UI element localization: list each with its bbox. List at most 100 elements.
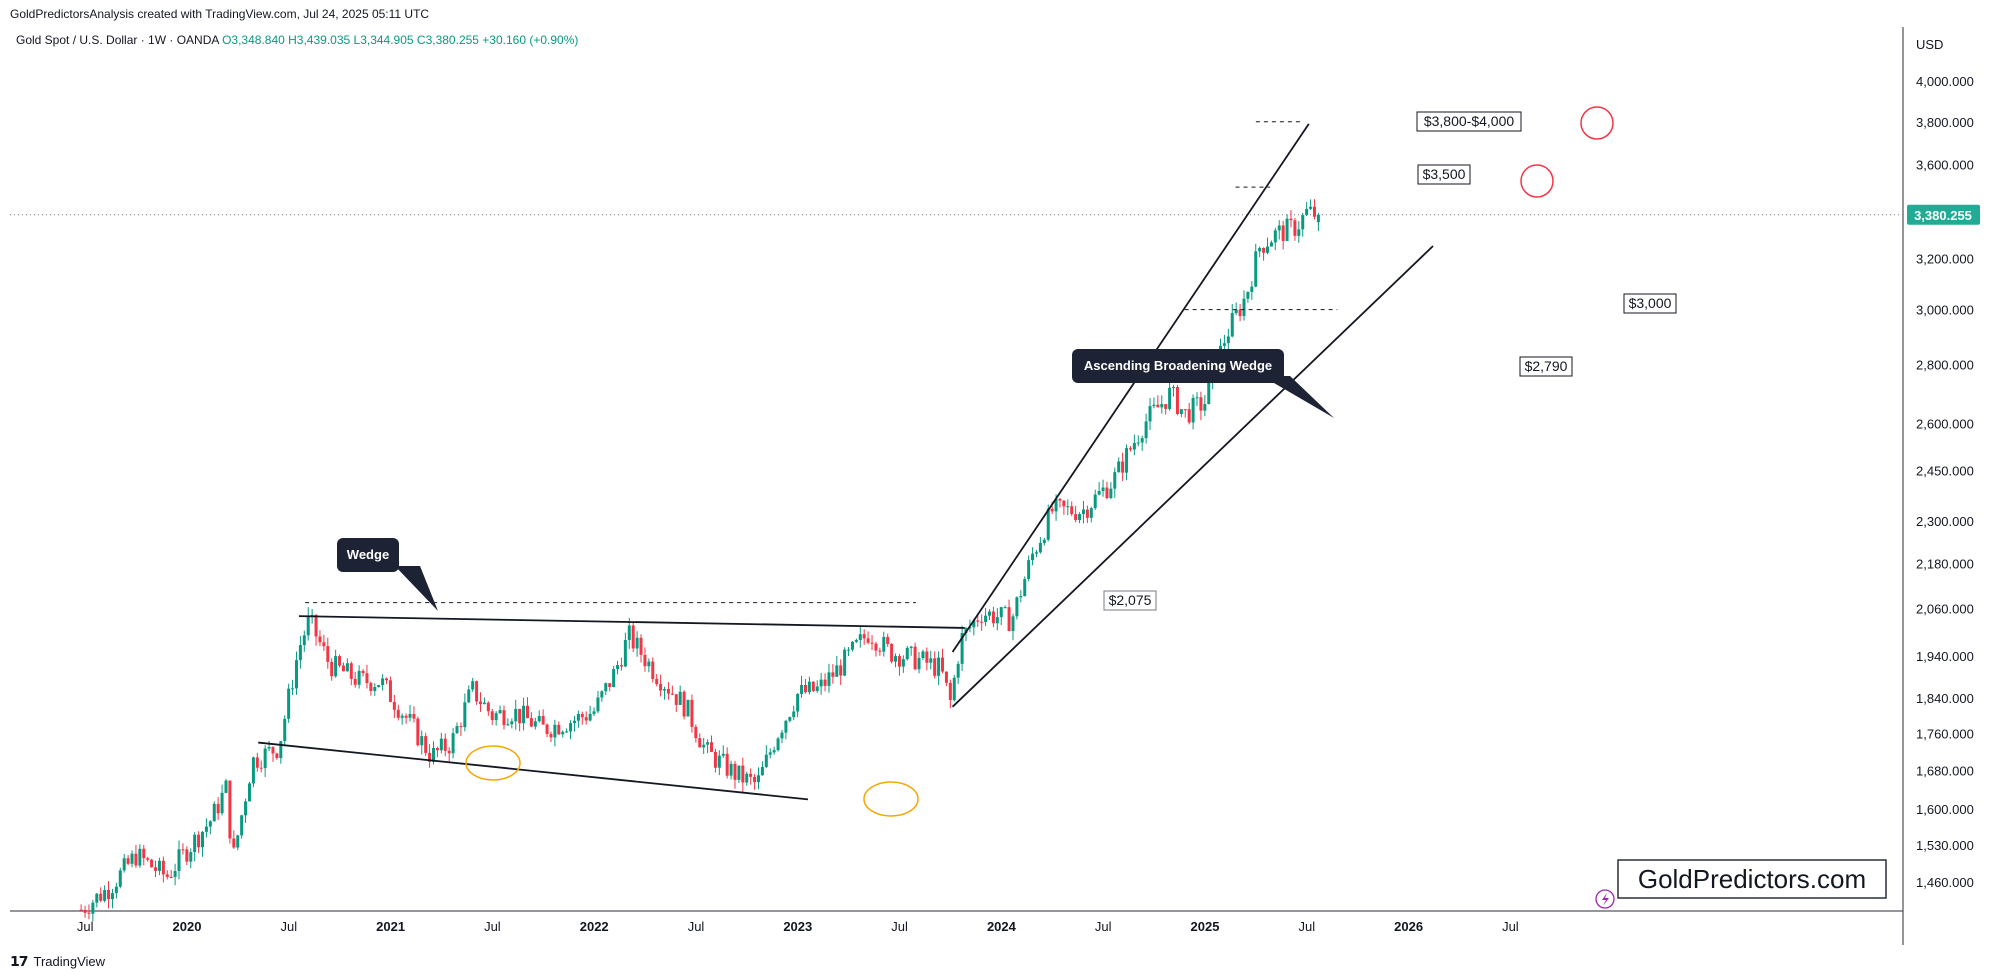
candle-body bbox=[220, 792, 224, 814]
candle-body bbox=[1230, 313, 1234, 337]
lightning-icon-circle bbox=[1595, 889, 1615, 909]
level-label-3000-text: $3,000 bbox=[1629, 295, 1672, 311]
footer-brand[interactable]: 𝟭𝟳 TradingView bbox=[10, 953, 105, 970]
callout-wedge-label: Wedge bbox=[347, 547, 389, 562]
candle-body bbox=[87, 912, 91, 914]
candle-body bbox=[134, 853, 138, 866]
level-label-3800[interactable]: $3,800-$4,000 bbox=[1416, 111, 1522, 132]
candle-body bbox=[1179, 409, 1183, 414]
candle-body bbox=[463, 702, 467, 728]
candle-body bbox=[146, 858, 150, 860]
candle-body bbox=[345, 663, 349, 672]
x-tick-label: 2024 bbox=[987, 919, 1017, 934]
candle-body bbox=[800, 684, 804, 694]
level-label-3000-box bbox=[1623, 293, 1677, 314]
candle-body bbox=[600, 691, 604, 698]
candle-body bbox=[240, 815, 244, 836]
level-label-3500-text: $3,500 bbox=[1423, 166, 1466, 182]
level-label-2790[interactable]: $2,790 bbox=[1519, 356, 1573, 377]
candle-body bbox=[698, 738, 702, 748]
candle-body bbox=[702, 744, 706, 748]
callout-broadening-wedge[interactable]: Ascending Broadening Wedge bbox=[1072, 349, 1334, 418]
candle-body bbox=[365, 673, 369, 684]
y-tick-label: 2,450.000 bbox=[1916, 464, 1974, 479]
candle-body bbox=[596, 697, 600, 712]
level-label-2075-box bbox=[1103, 590, 1157, 611]
level-label-3000[interactable]: $3,000 bbox=[1623, 293, 1677, 314]
candle-body bbox=[686, 699, 690, 717]
candle-body bbox=[1316, 214, 1320, 223]
candle-body bbox=[291, 688, 295, 690]
candle-body bbox=[478, 701, 482, 705]
trendline-wedge-upper[interactable] bbox=[298, 615, 965, 629]
candle-body bbox=[1121, 461, 1125, 473]
candle-body bbox=[244, 801, 248, 816]
candle-body bbox=[275, 753, 279, 759]
candle-body bbox=[690, 699, 694, 727]
candle-body bbox=[721, 753, 725, 756]
candle-body bbox=[999, 607, 1003, 618]
candle-body bbox=[130, 853, 134, 864]
candle-body bbox=[866, 638, 870, 643]
level-label-3500[interactable]: $3,500 bbox=[1417, 164, 1471, 185]
symbol-name[interactable]: Gold Spot / U.S. Dollar · 1W · OANDA bbox=[16, 33, 219, 47]
x-tick-label: Jul bbox=[484, 919, 501, 934]
candle-body bbox=[79, 909, 83, 911]
candle-body bbox=[400, 715, 404, 718]
candle-body bbox=[890, 644, 894, 662]
x-tick-label: 2020 bbox=[173, 919, 202, 934]
x-tick-label: Jul bbox=[688, 919, 705, 934]
trendline-wedge-lower[interactable] bbox=[258, 741, 809, 801]
y-tick-label: 1,940.000 bbox=[1916, 649, 1974, 664]
candle-body bbox=[764, 754, 768, 767]
candle-body bbox=[338, 656, 342, 666]
y-tick-label: 2,060.000 bbox=[1916, 601, 1974, 616]
candle-body bbox=[490, 711, 494, 720]
candle-body bbox=[1258, 247, 1262, 252]
candle-body bbox=[941, 657, 945, 672]
symbol-info[interactable]: Gold Spot / U.S. Dollar · 1W · OANDA O3,… bbox=[16, 33, 578, 47]
candle-body bbox=[913, 646, 917, 670]
candle-body bbox=[878, 650, 882, 652]
candle-body bbox=[733, 763, 737, 780]
callout-wedge[interactable]: Wedge bbox=[337, 538, 438, 611]
trendline-broadening-lower[interactable] bbox=[951, 245, 1434, 708]
candle-body bbox=[385, 678, 389, 681]
candle-body bbox=[1140, 438, 1144, 443]
candle-body bbox=[588, 713, 592, 721]
candle-body bbox=[283, 718, 287, 742]
candle-body bbox=[1078, 514, 1082, 521]
candle-body bbox=[377, 685, 381, 688]
y-tick-label: 1,600.000 bbox=[1916, 802, 1974, 817]
candle-body bbox=[1289, 218, 1293, 221]
level-label-2075[interactable]: $2,075 bbox=[1103, 590, 1157, 611]
candle-body bbox=[122, 858, 126, 871]
candle-body bbox=[251, 757, 255, 784]
trendline-broadening-upper[interactable] bbox=[951, 123, 1310, 653]
candle-body bbox=[976, 620, 980, 622]
candle-body bbox=[216, 803, 220, 814]
candle-body bbox=[1199, 397, 1203, 411]
candle-body bbox=[948, 682, 952, 701]
candle-body bbox=[1019, 596, 1023, 598]
candle-body bbox=[807, 681, 811, 693]
candle-body bbox=[725, 753, 729, 776]
candle-body bbox=[83, 909, 87, 913]
candle-body bbox=[972, 620, 976, 628]
y-tick-label: 1,680.000 bbox=[1916, 763, 1974, 778]
candle-body bbox=[882, 636, 886, 652]
x-tick-label: Jul bbox=[1298, 919, 1315, 934]
watermark-text: GoldPredictors.com bbox=[1638, 864, 1866, 894]
level-label-3800-text: $3,800-$4,000 bbox=[1424, 113, 1515, 129]
candle-body bbox=[1042, 539, 1046, 544]
candle-body bbox=[298, 645, 302, 661]
candle-body bbox=[839, 665, 843, 676]
candle-body bbox=[294, 660, 298, 689]
candle-body bbox=[835, 665, 839, 677]
candle-body bbox=[1066, 506, 1070, 508]
lightning-icon[interactable] bbox=[1595, 889, 1615, 909]
candle-body bbox=[318, 636, 322, 643]
candle-body bbox=[1093, 494, 1097, 509]
candle-body bbox=[572, 720, 576, 724]
